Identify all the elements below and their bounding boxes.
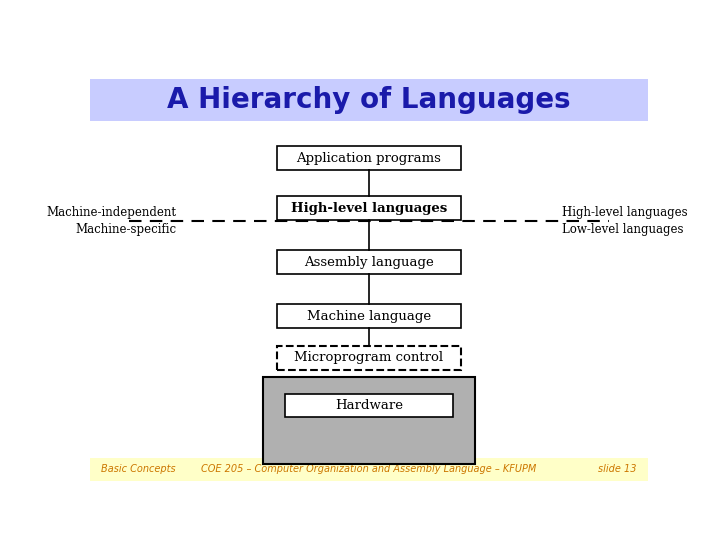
Bar	[277, 146, 461, 171]
Bar	[90, 458, 648, 481]
Text: Low-level languages: Low-level languages	[562, 223, 683, 236]
Text: A Hierarchy of Languages: A Hierarchy of Languages	[167, 86, 571, 114]
Bar	[277, 196, 461, 220]
Text: Machine-specific: Machine-specific	[76, 223, 176, 236]
Text: COE 205 – Computer Organization and Assembly Language – KFUPM: COE 205 – Computer Organization and Asse…	[202, 464, 536, 474]
Bar	[285, 394, 453, 417]
Bar	[90, 79, 648, 121]
Text: Hardware: Hardware	[335, 399, 403, 412]
Bar	[263, 377, 475, 464]
Text: Machine-independent: Machine-independent	[47, 206, 176, 219]
Text: High-level languages: High-level languages	[562, 206, 687, 219]
Text: Assembly language: Assembly language	[304, 256, 434, 269]
Text: Basic Concepts: Basic Concepts	[101, 464, 176, 474]
Text: Application programs: Application programs	[297, 152, 441, 165]
Text: Microprogram control: Microprogram control	[294, 352, 444, 365]
Bar	[277, 305, 461, 328]
Text: High-level languages: High-level languages	[291, 202, 447, 215]
Bar	[277, 250, 461, 274]
Bar	[277, 346, 461, 370]
Text: Machine language: Machine language	[307, 310, 431, 323]
Text: slide 13: slide 13	[598, 464, 637, 474]
